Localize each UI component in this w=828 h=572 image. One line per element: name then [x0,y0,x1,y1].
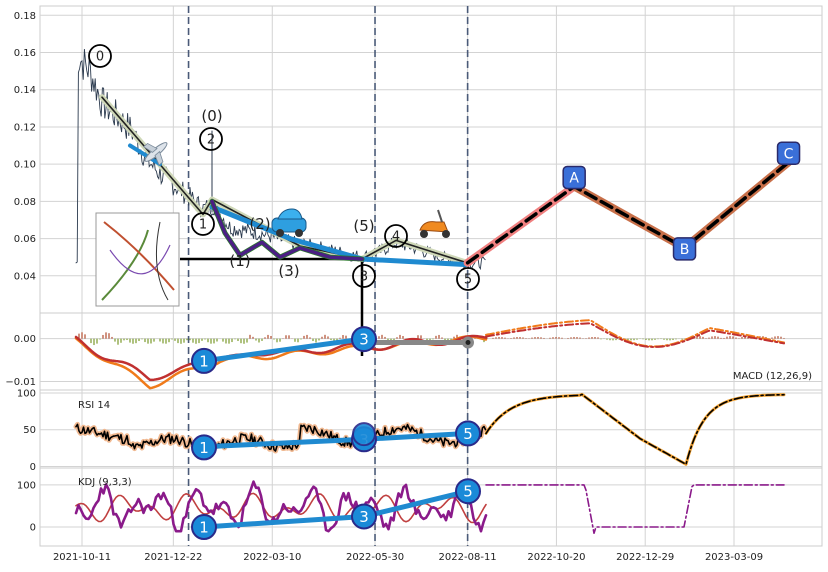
macd-wave-endpoint-dot [465,340,471,346]
y-tick-label: 0.08 [14,197,36,208]
inset-curve [155,221,169,301]
wave-label-5: 5 [464,273,472,288]
wave-label-1: 1 [199,218,207,233]
indicator-wave-marker [455,420,481,447]
y-tick-label: 0.04 [14,271,36,282]
wave-label-circle [352,264,376,288]
indicator-wave-marker [191,514,217,541]
x-tick-label: 2022-03-10 [243,552,301,563]
wave-label-paren: (5) [353,217,374,235]
projection-label-B: B [680,242,690,258]
wave-label-paren: (0) [201,107,222,125]
wave-label-circle [199,127,223,151]
kdj-projection [485,484,785,535]
indicator-wave-label-rsi: 1 [199,439,209,457]
wave-label-circle [384,224,408,248]
y-tick-label: −0.01 [5,377,36,388]
scooter-wheel [442,230,450,238]
indicator-wave-marker [455,478,481,505]
x-tick-label: 2022-05-30 [346,552,404,563]
y-tick-label: 0 [30,462,36,473]
y-tick-label: 0.12 [14,122,36,133]
wave-label-0: 0 [96,50,104,65]
projection-dashed [465,160,791,265]
wave-segment-blue [209,204,470,268]
panel-frame-rsi [39,389,823,469]
projection-label-box [562,165,586,190]
y-tick-label: 0.16 [14,48,36,59]
trend-line-purple [210,199,364,261]
wave-label-4: 4 [392,230,400,245]
indicator-wave-marker [191,434,217,461]
inset-thumbnail [95,212,180,307]
inset-curve [101,229,149,301]
x-tick-label: 2022-12-29 [616,552,674,563]
y-tick-label: 0.18 [14,11,36,22]
indicator-wave-label-kdj: 5 [463,483,473,501]
macd-panel-label: MACD (12,26,9) [733,371,812,382]
kdj-k-line [74,480,488,533]
indicator-wave-label-macd: 3 [359,331,369,349]
wave-label-circle [456,267,480,291]
scooter-icon [419,209,450,238]
car-roof [277,208,303,220]
indicator-wave-marker [351,326,377,353]
y-tick-label: 0.00 [14,334,36,345]
indicator-wave-label-rsi: 5 [463,425,473,443]
airplane-wing [154,150,164,166]
x-tick-label: 2022-08-11 [439,552,497,563]
wave-label-paren: (3) [278,262,299,280]
indicator-wave-marker [351,503,377,530]
rsi-projection [485,393,785,466]
y-tick-label: 50 [23,425,36,436]
airplane-icon [143,142,168,166]
indicator-wave-marker-shadow [352,422,376,447]
wave-segment-blue [128,143,162,167]
indicator-wave-marker [191,347,217,374]
kdj-panel-label: KDJ (9,3,3) [78,477,132,488]
macd-wave-line [201,336,365,364]
indicator-wave-label-kdj: 1 [199,519,209,537]
car-icon [271,208,307,237]
y-tick-label: 0.06 [14,234,36,245]
projection-label-C: C [784,146,794,162]
inset-curve [103,221,175,291]
projection-label-box [672,237,697,261]
rsi-panel-label: RSI 14 [78,400,110,411]
wave-label-3: 3 [360,270,368,285]
x-tick-label: 2022-10-20 [527,552,585,563]
y-tick-label: 0.10 [14,160,36,171]
y-tick-label: 100 [17,388,36,399]
indicator-wave-label-kdj: 3 [359,508,369,526]
car-wheel [295,229,303,237]
car-wheel [276,229,284,237]
y-tick-label: 0.14 [14,85,36,96]
y-tick-label: 100 [17,480,36,491]
wave-label-paren: (1) [229,252,250,270]
scooter-body [419,221,449,233]
airplane-wing [143,142,158,153]
inset-curve [109,244,171,275]
projection-label-A: A [569,170,579,186]
wave-label-paren: (2) [249,215,270,233]
indicator-wave-label-macd: 1 [199,352,209,370]
macd-signal-projection [485,322,785,348]
x-tick-label: 2021-12-22 [144,552,202,563]
x-tick-label: 2023-03-09 [705,552,763,563]
wave-label-2: 2 [207,133,215,148]
y-tick-label: 0 [30,523,36,534]
wave-label-circle [88,44,112,68]
scooter-handle [437,209,443,223]
x-tick-label: 2021-10-11 [53,552,111,563]
scooter-wheel [420,230,428,238]
wave-label-circle [191,212,215,236]
projection-label-box [776,141,801,166]
